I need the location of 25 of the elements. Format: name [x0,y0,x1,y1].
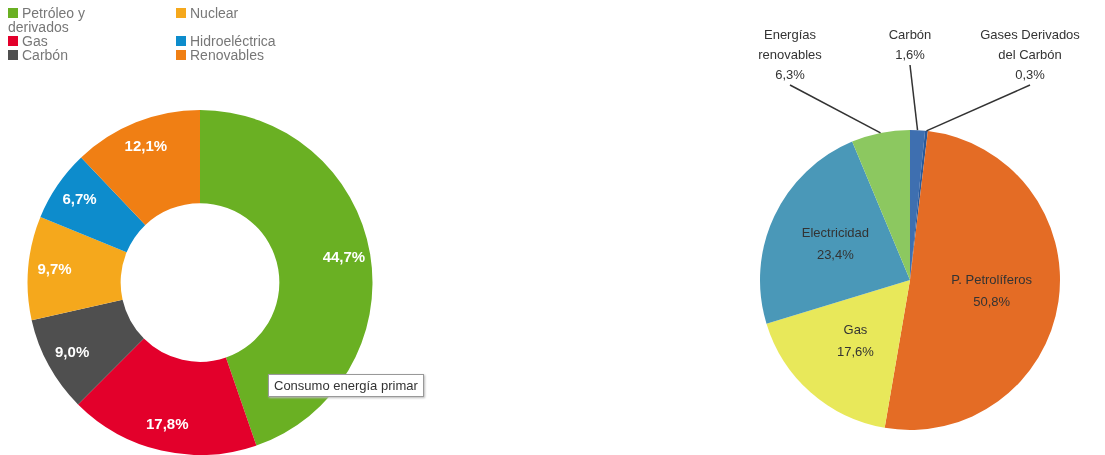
data-label: 17,8% [146,414,189,432]
slice-label: Energías renovables [758,26,823,62]
legend-label: Carbón [21,47,69,63]
slice-label: Electricidad [801,225,869,241]
legend-label: Nuclear [189,5,240,23]
legend-label: Gas [21,33,49,49]
slice-label: Carbón [888,26,932,42]
legend-label: Renovables [189,47,265,63]
data-label: 0,3% [1015,66,1046,82]
data-label: 12,1% [124,137,168,155]
data-label: 1,6% [895,46,926,62]
data-label: 9,0% [55,342,90,360]
data-label: 9,7% [37,260,72,278]
data-label: 17,6% [837,344,875,360]
data-label: 6,3% [775,66,806,82]
slice-label: Gas [843,322,868,338]
legend-label: Hidroeléctrica [189,33,277,49]
text: Consumo energía primar [268,374,424,397]
slice-label: Gases Derivados del Carbón [980,26,1081,62]
legend-label: Petróleo y derivados [8,5,87,35]
data-label: 23,4% [816,247,855,263]
data-label: 50,8% [973,294,1011,310]
data-label: 44,7% [322,248,366,266]
slice-label: P. Petrolíferos [951,272,1033,288]
data-label: 6,7% [62,190,97,208]
